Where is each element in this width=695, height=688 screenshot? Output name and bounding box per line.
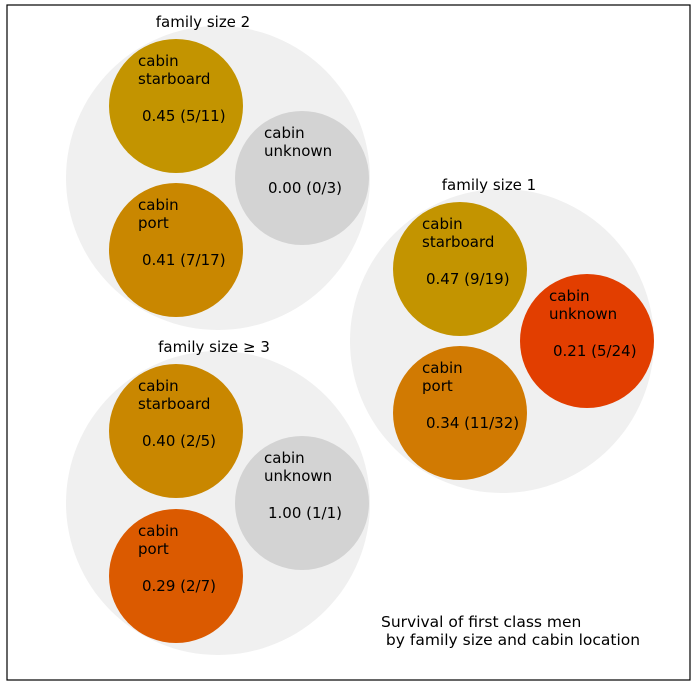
group-label: family size 1 [442, 176, 536, 194]
chart-title-line-1: Survival of first class men [381, 613, 581, 631]
cell-label-line2: starboard [138, 395, 210, 413]
cell-label-line2: port [138, 540, 169, 558]
cell-value-label: 0.45 (5/11) [142, 107, 226, 125]
cell-value-label: 0.21 (5/24) [553, 342, 637, 360]
cell-label-line2: unknown [549, 305, 617, 323]
cell-label-line2: unknown [264, 142, 332, 160]
cell-value-label: 0.41 (7/17) [142, 251, 226, 269]
cell-bubble [109, 183, 243, 317]
cell-bubble [235, 436, 369, 570]
cell-label-line1: cabin [264, 449, 305, 467]
cell-label-line1: cabin [264, 124, 305, 142]
cell-value-label: 0.00 (0/3) [268, 179, 342, 197]
cell-bubble [109, 364, 243, 498]
cell-label-line1: cabin [549, 287, 590, 305]
cell-value-label: 0.29 (2/7) [142, 577, 216, 595]
cell-bubble [109, 39, 243, 173]
cell-value-label: 0.47 (9/19) [426, 270, 510, 288]
cell-bubble [393, 346, 527, 480]
cell-bubble [109, 509, 243, 643]
cell-value-label: 0.34 (11/32) [426, 414, 519, 432]
cell-label-line1: cabin [138, 196, 179, 214]
cell-label-line2: port [138, 214, 169, 232]
cell-label-line1: cabin [138, 377, 179, 395]
cell-label-line2: port [422, 377, 453, 395]
cell-value-label: 1.00 (1/1) [268, 504, 342, 522]
cell-label-line1: cabin [138, 522, 179, 540]
cell-bubble [393, 202, 527, 336]
group-label: family size 2 [156, 13, 250, 31]
group-label: family size ≥ 3 [158, 338, 270, 356]
cell-value-label: 0.40 (2/5) [142, 432, 216, 450]
chart-title-line-2: by family size and cabin location [381, 631, 640, 649]
cell-label-line1: cabin [422, 215, 463, 233]
cell-label-line2: starboard [422, 233, 494, 251]
cell-bubble [520, 274, 654, 408]
cell-label-line1: cabin [138, 52, 179, 70]
cell-label-line1: cabin [422, 359, 463, 377]
cell-bubble [235, 111, 369, 245]
cell-label-line2: unknown [264, 467, 332, 485]
cell-label-line2: starboard [138, 70, 210, 88]
